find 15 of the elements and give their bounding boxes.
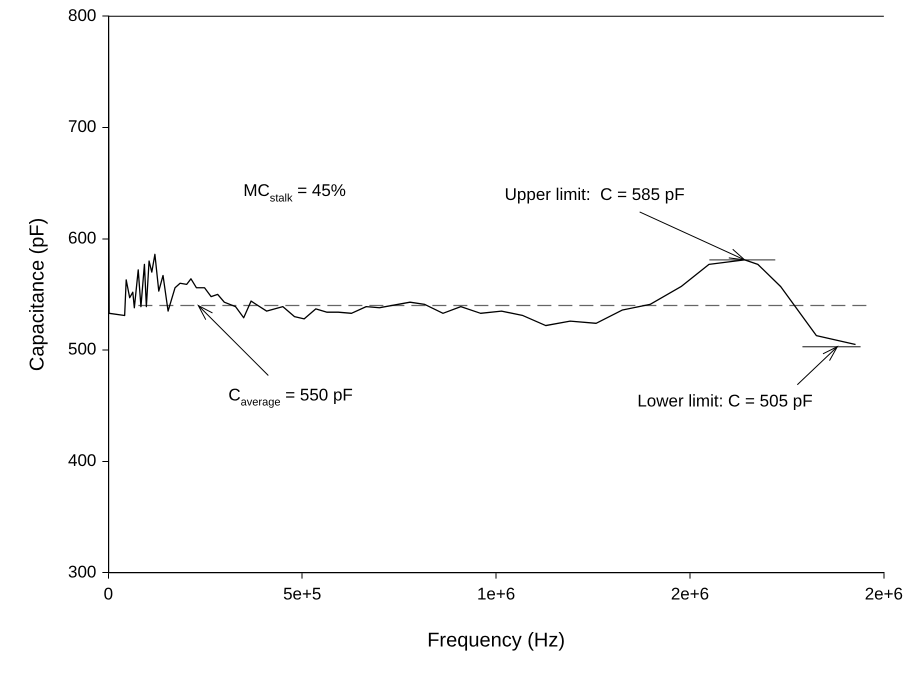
- x-tick-label: 1e+6: [476, 584, 516, 604]
- x-tick-label: 2e+6: [670, 584, 710, 604]
- y-tick-label: 700: [68, 117, 96, 136]
- y-tick-label: 600: [68, 228, 96, 248]
- annotation: Lower limit: C = 505 pF: [637, 392, 813, 411]
- annotation: Upper limit: C = 585 pF: [504, 184, 685, 204]
- x-tick-label: 5e+5: [283, 584, 322, 604]
- x-tick-label: 2e+6: [864, 584, 904, 604]
- y-tick-label: 800: [68, 6, 96, 25]
- y-tick-label: 500: [68, 340, 96, 359]
- x-axis-title: Frequency (Hz): [427, 630, 566, 652]
- y-tick-label: 300: [68, 562, 96, 582]
- y-tick-label: 400: [68, 451, 96, 470]
- y-axis-title: Capacitance (pF): [26, 218, 49, 372]
- x-tick-label: 0: [104, 584, 114, 604]
